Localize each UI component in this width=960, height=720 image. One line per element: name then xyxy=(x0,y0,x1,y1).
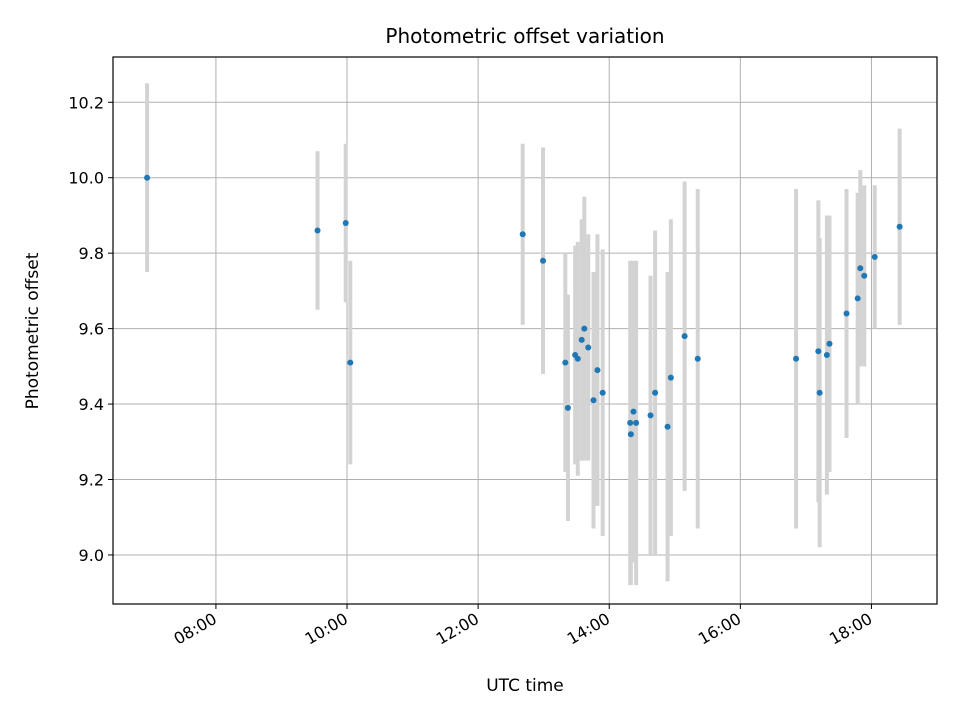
data-point xyxy=(681,333,688,340)
data-point xyxy=(667,374,674,381)
y-tick-label: 9.6 xyxy=(79,320,104,339)
x-axis-title: UTC time xyxy=(486,676,564,696)
data-point xyxy=(581,325,588,332)
y-tick-label: 9.2 xyxy=(79,471,104,490)
data-point xyxy=(627,419,634,426)
data-point xyxy=(627,431,634,438)
data-point xyxy=(694,355,701,362)
data-point xyxy=(314,227,321,234)
data-point xyxy=(823,352,830,359)
data-point xyxy=(816,389,823,396)
data-point xyxy=(144,174,151,181)
data-point xyxy=(664,423,671,430)
data-point xyxy=(854,295,861,302)
data-point xyxy=(652,389,659,396)
data-point xyxy=(540,257,547,264)
data-points xyxy=(144,174,903,438)
data-point xyxy=(647,412,654,419)
x-tick-label: 16:00 xyxy=(695,609,744,649)
data-point xyxy=(630,408,637,415)
x-tick-label: 12:00 xyxy=(433,609,482,649)
data-point xyxy=(861,272,868,279)
y-tick-label: 10.0 xyxy=(68,169,104,188)
data-point xyxy=(826,340,833,347)
x-tick-label: 18:00 xyxy=(826,609,875,649)
data-point xyxy=(347,359,354,366)
data-point xyxy=(562,359,569,366)
errorbars xyxy=(145,83,902,586)
data-point xyxy=(585,344,592,351)
data-point xyxy=(871,253,878,260)
y-tick-label: 10.2 xyxy=(68,93,104,112)
grid xyxy=(113,57,937,604)
data-point xyxy=(578,336,585,343)
data-point xyxy=(564,404,571,411)
y-axis-title: Photometric offset xyxy=(23,252,43,409)
data-point xyxy=(843,310,850,317)
plot-frame xyxy=(112,56,938,605)
axis-ticks: 08:00 10:00 12:00 14:00 16:00 18:00 9.0 9.2 9.4 9… xyxy=(68,93,875,648)
x-tick-label: 10:00 xyxy=(302,609,351,649)
data-point xyxy=(815,348,822,355)
data-point xyxy=(599,389,606,396)
x-tick-label: 14:00 xyxy=(564,609,613,649)
data-point xyxy=(519,231,526,238)
x-tick-label: 08:00 xyxy=(170,609,219,649)
y-tick-label: 9.8 xyxy=(79,244,104,263)
data-point xyxy=(590,397,597,404)
data-point xyxy=(793,355,800,362)
chart-title: Photometric offset variation xyxy=(385,24,664,48)
data-point xyxy=(633,419,640,426)
data-point xyxy=(574,355,581,362)
data-point xyxy=(342,219,349,226)
data-point xyxy=(594,367,601,374)
y-tick-label: 9.4 xyxy=(79,395,104,414)
data-point xyxy=(896,223,903,230)
y-tick-label: 9.0 xyxy=(79,546,104,565)
data-point xyxy=(857,265,864,272)
